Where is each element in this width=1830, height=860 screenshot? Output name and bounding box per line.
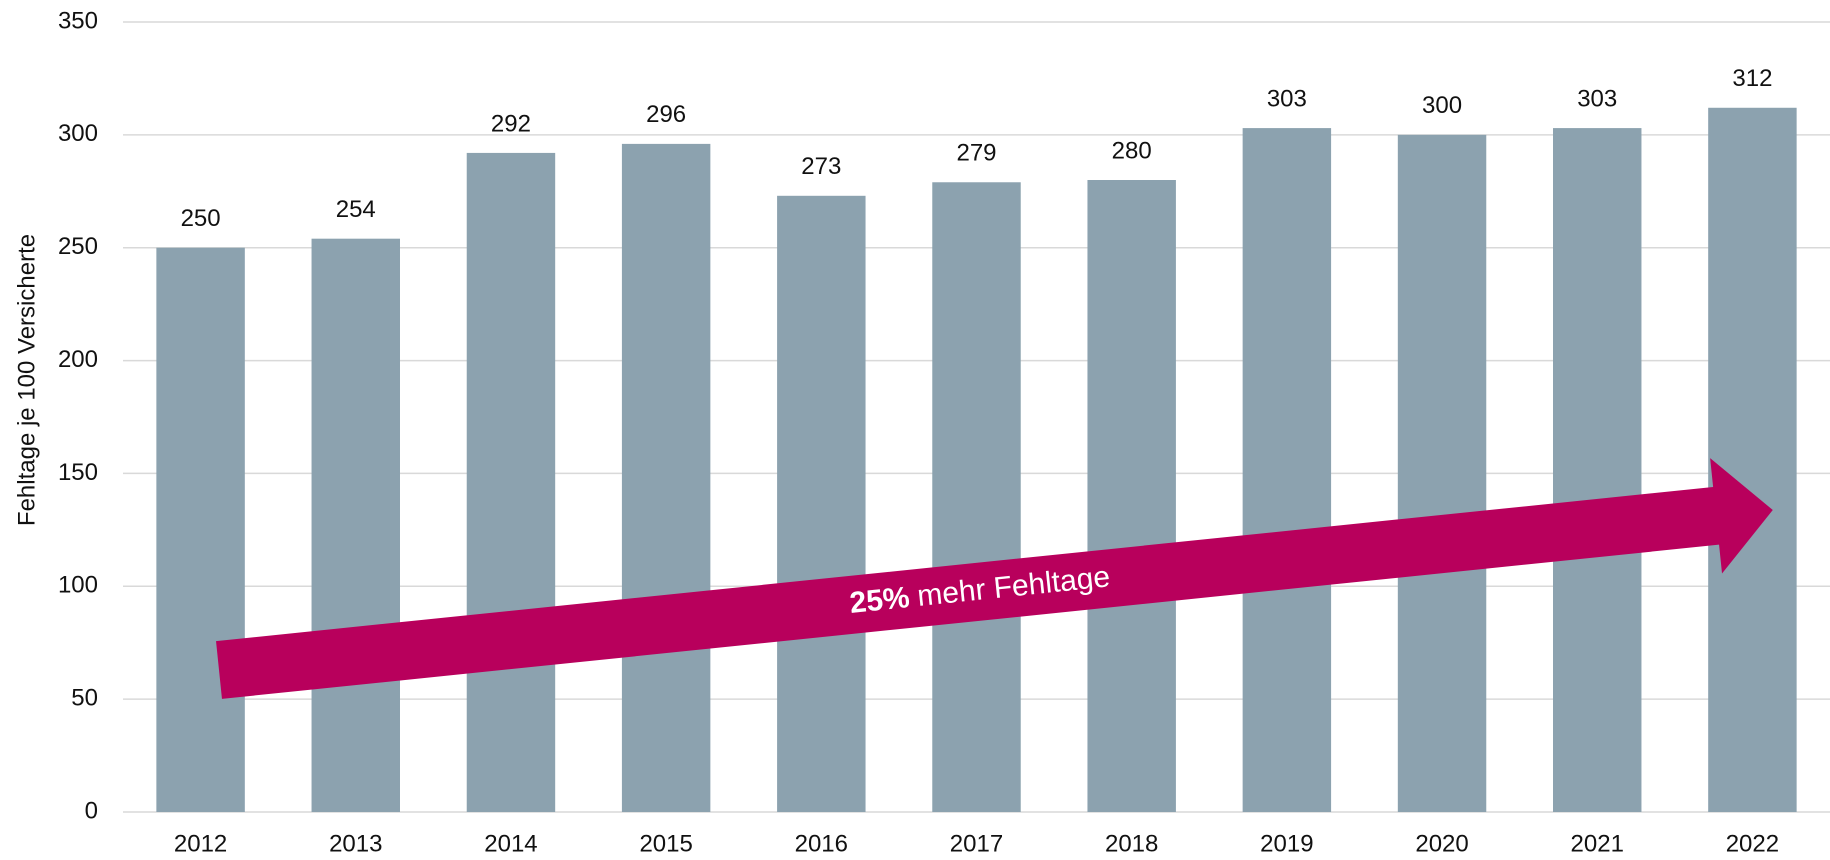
x-tick-label: 2022 <box>1726 830 1779 857</box>
x-tick-label: 2012 <box>174 830 227 857</box>
x-tick-label: 2013 <box>329 830 382 857</box>
bar <box>1553 128 1642 813</box>
bar <box>932 182 1021 812</box>
y-axis-label: Fehltage je 100 Versicherte <box>13 234 40 526</box>
x-tick-label: 2017 <box>950 830 1003 857</box>
value-label: 292 <box>491 110 531 137</box>
annotation-bold: 25% <box>848 581 911 620</box>
value-label: 280 <box>1112 137 1152 164</box>
x-tick-label: 2020 <box>1415 830 1468 857</box>
y-tick-label: 250 <box>58 233 98 260</box>
y-tick-label: 0 <box>85 797 98 824</box>
bar <box>1242 128 1332 813</box>
x-tick-label: 2018 <box>1105 830 1158 857</box>
bar <box>1087 180 1176 812</box>
value-label: 279 <box>956 140 996 167</box>
bar <box>156 247 245 812</box>
y-tick-label: 300 <box>58 120 98 147</box>
value-label: 303 <box>1577 85 1617 112</box>
y-tick-label: 200 <box>58 346 98 373</box>
value-label: 312 <box>1732 65 1772 92</box>
x-tick-label: 2014 <box>484 830 537 857</box>
arrow-shape <box>216 458 1773 699</box>
x-tick-label: 2021 <box>1571 830 1624 857</box>
y-tick-label: 100 <box>58 572 98 599</box>
bar <box>311 238 400 812</box>
value-label: 273 <box>801 153 841 180</box>
plot-area: 0 50 100 150 200 250 300 350 2012 250 2013 254 2014 2… <box>58 7 1830 857</box>
x-tick-label: 2015 <box>639 830 692 857</box>
x-tick-label: 2019 <box>1260 830 1313 857</box>
y-tick-label: 150 <box>58 459 98 486</box>
value-label: 254 <box>336 196 376 223</box>
bar <box>1708 107 1797 813</box>
value-label: 296 <box>646 101 686 128</box>
bar <box>777 195 866 813</box>
trend-arrow: 25% mehr Fehltage <box>216 458 1773 699</box>
value-label: 300 <box>1422 92 1462 119</box>
bar <box>466 152 556 812</box>
y-tick-label: 50 <box>71 684 98 711</box>
y-tick-label: 350 <box>58 7 98 34</box>
bar <box>1397 134 1487 812</box>
value-label: 303 <box>1267 85 1307 112</box>
bar <box>621 143 711 812</box>
value-label: 250 <box>181 205 221 232</box>
x-tick-label: 2016 <box>795 830 848 857</box>
